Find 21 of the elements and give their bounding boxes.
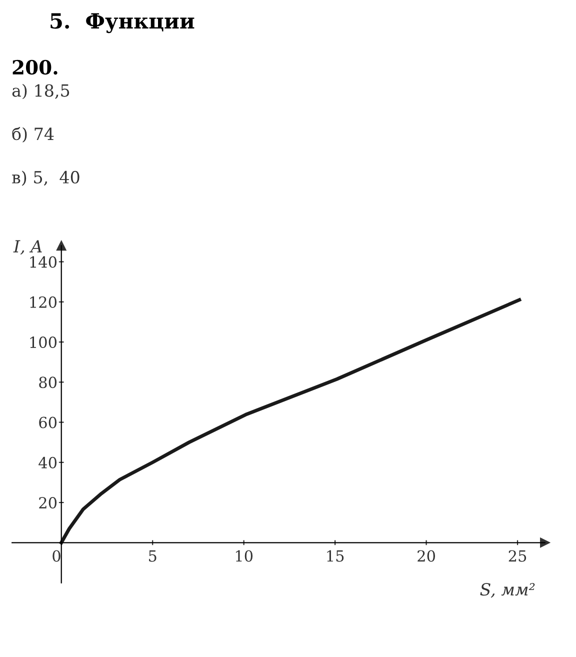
text: б) 74 (12, 127, 54, 143)
y-tick-label: 40 (38, 456, 57, 468)
text: в) 5, 40 (12, 170, 80, 186)
chart-title: 5. Функции (50, 13, 194, 34)
text: а) 18,5 (12, 84, 70, 100)
x-tick-label: 15 (327, 550, 344, 562)
line-series (60, 298, 522, 544)
x-tick-label: 25 (508, 550, 526, 562)
x-tick-label: 5 (149, 550, 156, 562)
y-tick-label: 80 (39, 376, 57, 388)
x-tick-label: 20 (418, 550, 435, 562)
y-tick-label: 100 (30, 336, 57, 348)
y-tick-label: 20 (39, 496, 57, 509)
y-axis-title: I, A (13, 240, 42, 255)
y-tick-label: 60 (39, 416, 57, 428)
y-tick-label: 120 (30, 296, 57, 308)
y-tick-label: 140 (30, 256, 57, 268)
x-axis-title: S, мм² (480, 583, 535, 598)
chart-subtitle: 200. (12, 60, 58, 75)
x-tick-label: 0 (52, 550, 60, 562)
x-tick-label: 10 (236, 550, 253, 562)
